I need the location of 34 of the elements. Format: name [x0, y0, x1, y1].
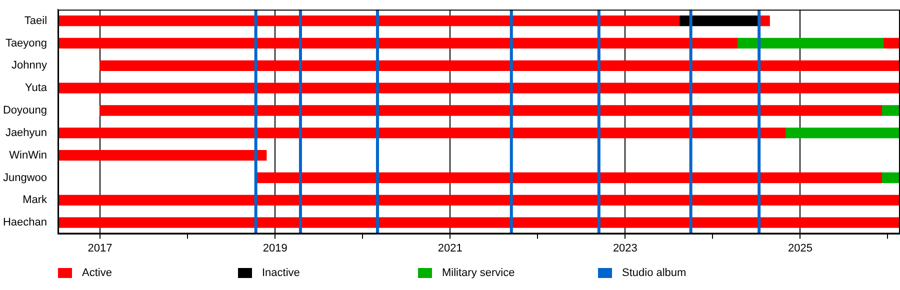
y-tick-label: Taeyong: [5, 37, 48, 50]
bar: [58, 82, 900, 94]
y-tick-label: Jaehyun: [5, 126, 48, 139]
bar: [100, 60, 900, 71]
y-tick-label: Doyoung: [2, 104, 48, 117]
y-tick-label: Johnny: [12, 60, 48, 72]
bar: [881, 105, 900, 116]
x-tick-label: 2021: [438, 242, 462, 254]
bar: [736, 38, 884, 49]
y-tick-label: WinWin: [9, 149, 48, 162]
bar: [58, 15, 680, 26]
legend-label: Active: [82, 267, 112, 279]
legend-label: Inactive: [262, 267, 300, 279]
bar: [58, 194, 900, 206]
bar: [100, 105, 882, 116]
legend-label: Military service: [442, 267, 515, 279]
bar: [58, 38, 738, 49]
bar: [785, 128, 900, 138]
x-tick-label: 2025: [788, 242, 812, 254]
bar: [58, 150, 267, 161]
bar: [58, 128, 786, 138]
bar: [883, 38, 900, 49]
y-tick-label: Taeil: [24, 14, 48, 27]
x-tick-label: 2017: [88, 242, 112, 254]
y-tick-label: Jungwoo: [2, 172, 48, 184]
y-tick-label: Haechan: [2, 216, 48, 229]
y-tick-label: Mark: [22, 194, 48, 206]
bar: [256, 172, 882, 184]
y-tick-label: Yuta: [25, 82, 48, 94]
x-tick-label: 2023: [612, 242, 638, 254]
bar: [679, 15, 760, 26]
legend-label: Studio album: [622, 267, 686, 279]
x-tick-label: 2019: [262, 242, 288, 254]
bar: [58, 217, 900, 228]
